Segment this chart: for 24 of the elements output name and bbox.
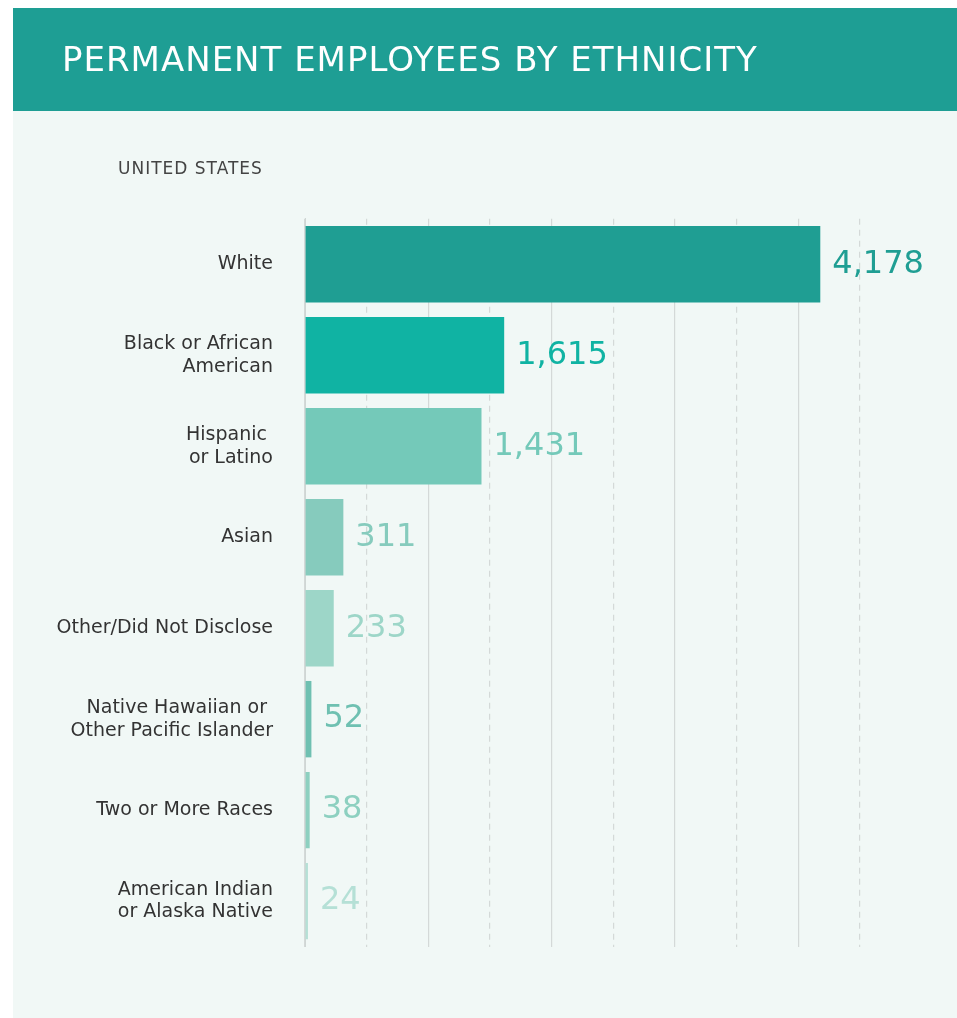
bar — [305, 317, 505, 394]
y-tick-label: Hispanic or Latino — [186, 421, 273, 467]
y-tick-label: Black or African American — [123, 330, 273, 376]
data-label: 233 — [345, 606, 407, 645]
data-label: 1,431 — [493, 424, 586, 463]
y-tick-label: Other/Did Not Disclose — [56, 615, 273, 638]
data-label: 311 — [355, 515, 417, 554]
y-tick-label: Native Hawaiian or Other Pacific Islander — [70, 694, 274, 740]
chart-subtitle: UNITED STATES — [118, 158, 263, 178]
y-tick-label: American Indian or Alaska Native — [117, 876, 273, 922]
bar — [305, 226, 821, 303]
y-tick-label: White — [217, 251, 273, 274]
chart-title: PERMANENT EMPLOYEES BY ETHNICITY — [13, 8, 957, 111]
bar — [305, 589, 334, 667]
bar — [305, 408, 482, 485]
data-label: 24 — [319, 879, 361, 918]
y-tick-label: Two or More Races — [95, 797, 273, 820]
bar — [305, 499, 344, 576]
data-label: 52 — [323, 697, 365, 736]
data-label: 4,178 — [832, 242, 924, 281]
bar — [305, 771, 310, 849]
data-label: 1,615 — [516, 333, 608, 372]
y-tick-label: Asian — [221, 524, 273, 547]
data-label: 38 — [321, 788, 363, 827]
